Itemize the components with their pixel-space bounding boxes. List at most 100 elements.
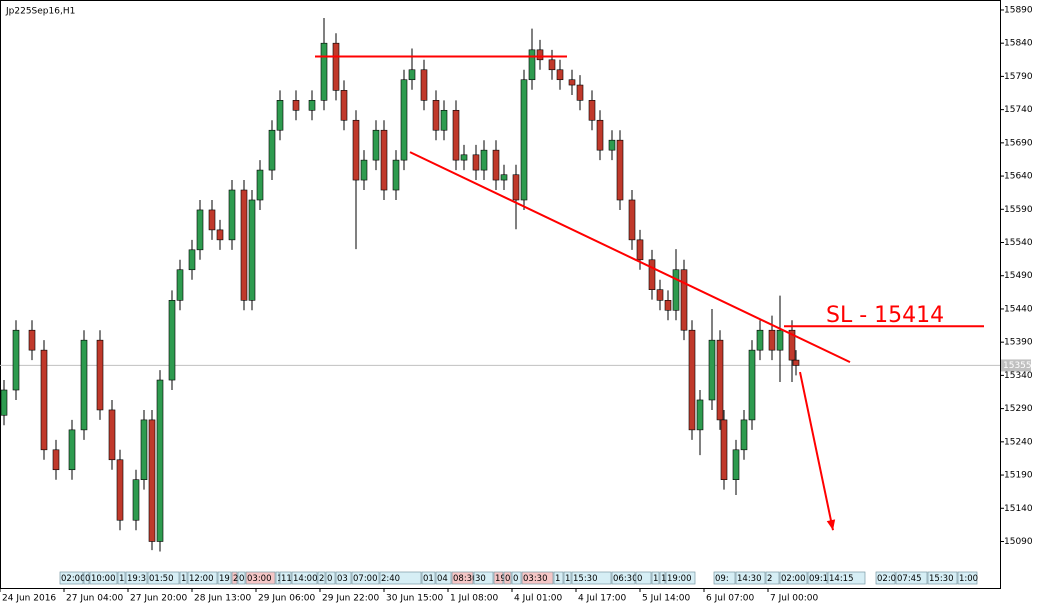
session-label: 07:00 bbox=[353, 574, 378, 584]
session-label: 04 bbox=[437, 574, 448, 584]
session-box bbox=[275, 571, 280, 585]
session-box bbox=[511, 571, 522, 585]
candle-body bbox=[332, 42, 340, 91]
session-label: 03 bbox=[337, 574, 348, 584]
session-label: 15:30 bbox=[573, 574, 598, 584]
session-label: 2 bbox=[319, 574, 324, 584]
x-tick-label: 29 Jun 06:00 bbox=[258, 594, 315, 604]
session-box bbox=[89, 571, 118, 585]
y-tick-label: 15090 bbox=[1004, 537, 1033, 547]
candle-body bbox=[616, 139, 624, 201]
y-tick-label: 15140 bbox=[1004, 504, 1033, 514]
candle-body bbox=[696, 399, 704, 431]
session-label: 1 bbox=[661, 574, 666, 584]
session-box bbox=[563, 571, 572, 585]
session-label: 0 bbox=[513, 574, 518, 584]
candle-body bbox=[672, 269, 680, 311]
session-label: 0 bbox=[239, 574, 244, 584]
plot-frame bbox=[0, 0, 1001, 589]
candle-body bbox=[360, 159, 368, 181]
y-tick-label: 15890 bbox=[1004, 5, 1033, 15]
candle-body bbox=[520, 79, 528, 201]
session-label: 14:30 bbox=[737, 574, 762, 584]
candle-body bbox=[628, 199, 636, 241]
session-box bbox=[957, 571, 978, 585]
x-tick-label: 6 Jul 07:00 bbox=[706, 594, 755, 604]
session-box bbox=[379, 571, 422, 585]
candle-body bbox=[380, 129, 388, 191]
candle-body bbox=[12, 329, 20, 391]
x-tick-label: 4 Jul 01:00 bbox=[514, 594, 563, 604]
session-label: 0 bbox=[327, 574, 332, 584]
y-tick-label: 15790 bbox=[1004, 72, 1033, 82]
session-box bbox=[473, 571, 494, 585]
x-tick-label: 30 Jun 15:00 bbox=[386, 594, 443, 604]
candle-body bbox=[656, 289, 664, 301]
candle-body bbox=[432, 100, 440, 131]
candle-body bbox=[400, 79, 408, 161]
session-box bbox=[291, 571, 318, 585]
candle-body bbox=[576, 84, 584, 101]
candle-body bbox=[168, 300, 176, 381]
session-box bbox=[231, 571, 238, 585]
session-box bbox=[503, 571, 512, 585]
session-label: 03:30 bbox=[523, 574, 548, 584]
session-box bbox=[665, 571, 696, 585]
x-tick-label: 27 Jun 04:00 bbox=[66, 594, 123, 604]
session-label: 0 bbox=[85, 574, 90, 584]
session-label: 2 bbox=[767, 574, 772, 584]
x-tick-label: 29 Jun 22:00 bbox=[322, 594, 379, 604]
candle-body bbox=[40, 349, 48, 451]
y-tick-label: 15840 bbox=[1004, 39, 1033, 49]
candle-body bbox=[132, 479, 140, 521]
session-box bbox=[521, 571, 554, 585]
x-tick-label: 5 Jul 14:00 bbox=[642, 594, 691, 604]
candle-body bbox=[664, 300, 672, 311]
session-box bbox=[895, 571, 928, 585]
session-label: 1 bbox=[555, 574, 560, 584]
session-box bbox=[435, 571, 452, 585]
candle-body bbox=[756, 329, 764, 351]
session-label: 09:1 bbox=[809, 574, 828, 584]
session-box bbox=[325, 571, 336, 585]
session-box bbox=[735, 571, 766, 585]
x-tick-label: 27 Jun 20:00 bbox=[130, 594, 187, 604]
session-label: 03:00 bbox=[247, 574, 272, 584]
candle-body bbox=[392, 159, 400, 191]
session-box bbox=[237, 571, 246, 585]
y-tick-label: 15240 bbox=[1004, 437, 1033, 447]
candle-body bbox=[512, 174, 520, 201]
session-label: 19:00 bbox=[667, 574, 692, 584]
candle-body bbox=[636, 239, 644, 261]
candle-body bbox=[472, 154, 480, 171]
session-label: 07:45 bbox=[897, 574, 922, 584]
candle-body bbox=[596, 119, 604, 151]
session-label: 14:00 bbox=[293, 574, 318, 584]
session-box bbox=[187, 571, 218, 585]
candle-body bbox=[52, 449, 60, 471]
candle-body bbox=[648, 259, 656, 290]
candle-body bbox=[776, 329, 784, 351]
x-tick-label: 24 Jun 2016 bbox=[2, 594, 56, 604]
candle-body bbox=[156, 379, 164, 542]
candle-body bbox=[140, 419, 148, 481]
session-box bbox=[125, 571, 148, 585]
current-price-box bbox=[1001, 359, 1031, 372]
candle-body bbox=[788, 329, 796, 361]
candle-body bbox=[500, 174, 508, 181]
candle-body bbox=[768, 329, 776, 351]
session-label: 0 bbox=[505, 574, 510, 584]
session-label: 2 bbox=[233, 574, 238, 584]
candle-body bbox=[708, 339, 716, 401]
session-box bbox=[807, 571, 828, 585]
session-label: 0 bbox=[637, 574, 642, 584]
candle-body bbox=[440, 109, 448, 131]
session-label: 19 bbox=[219, 574, 230, 584]
session-box bbox=[927, 571, 958, 585]
candle-body bbox=[240, 189, 248, 301]
session-label: 14:15 bbox=[829, 574, 854, 584]
y-tick-label: 15640 bbox=[1004, 172, 1033, 182]
y-tick-label: 15590 bbox=[1004, 205, 1033, 215]
session-box bbox=[317, 571, 326, 585]
